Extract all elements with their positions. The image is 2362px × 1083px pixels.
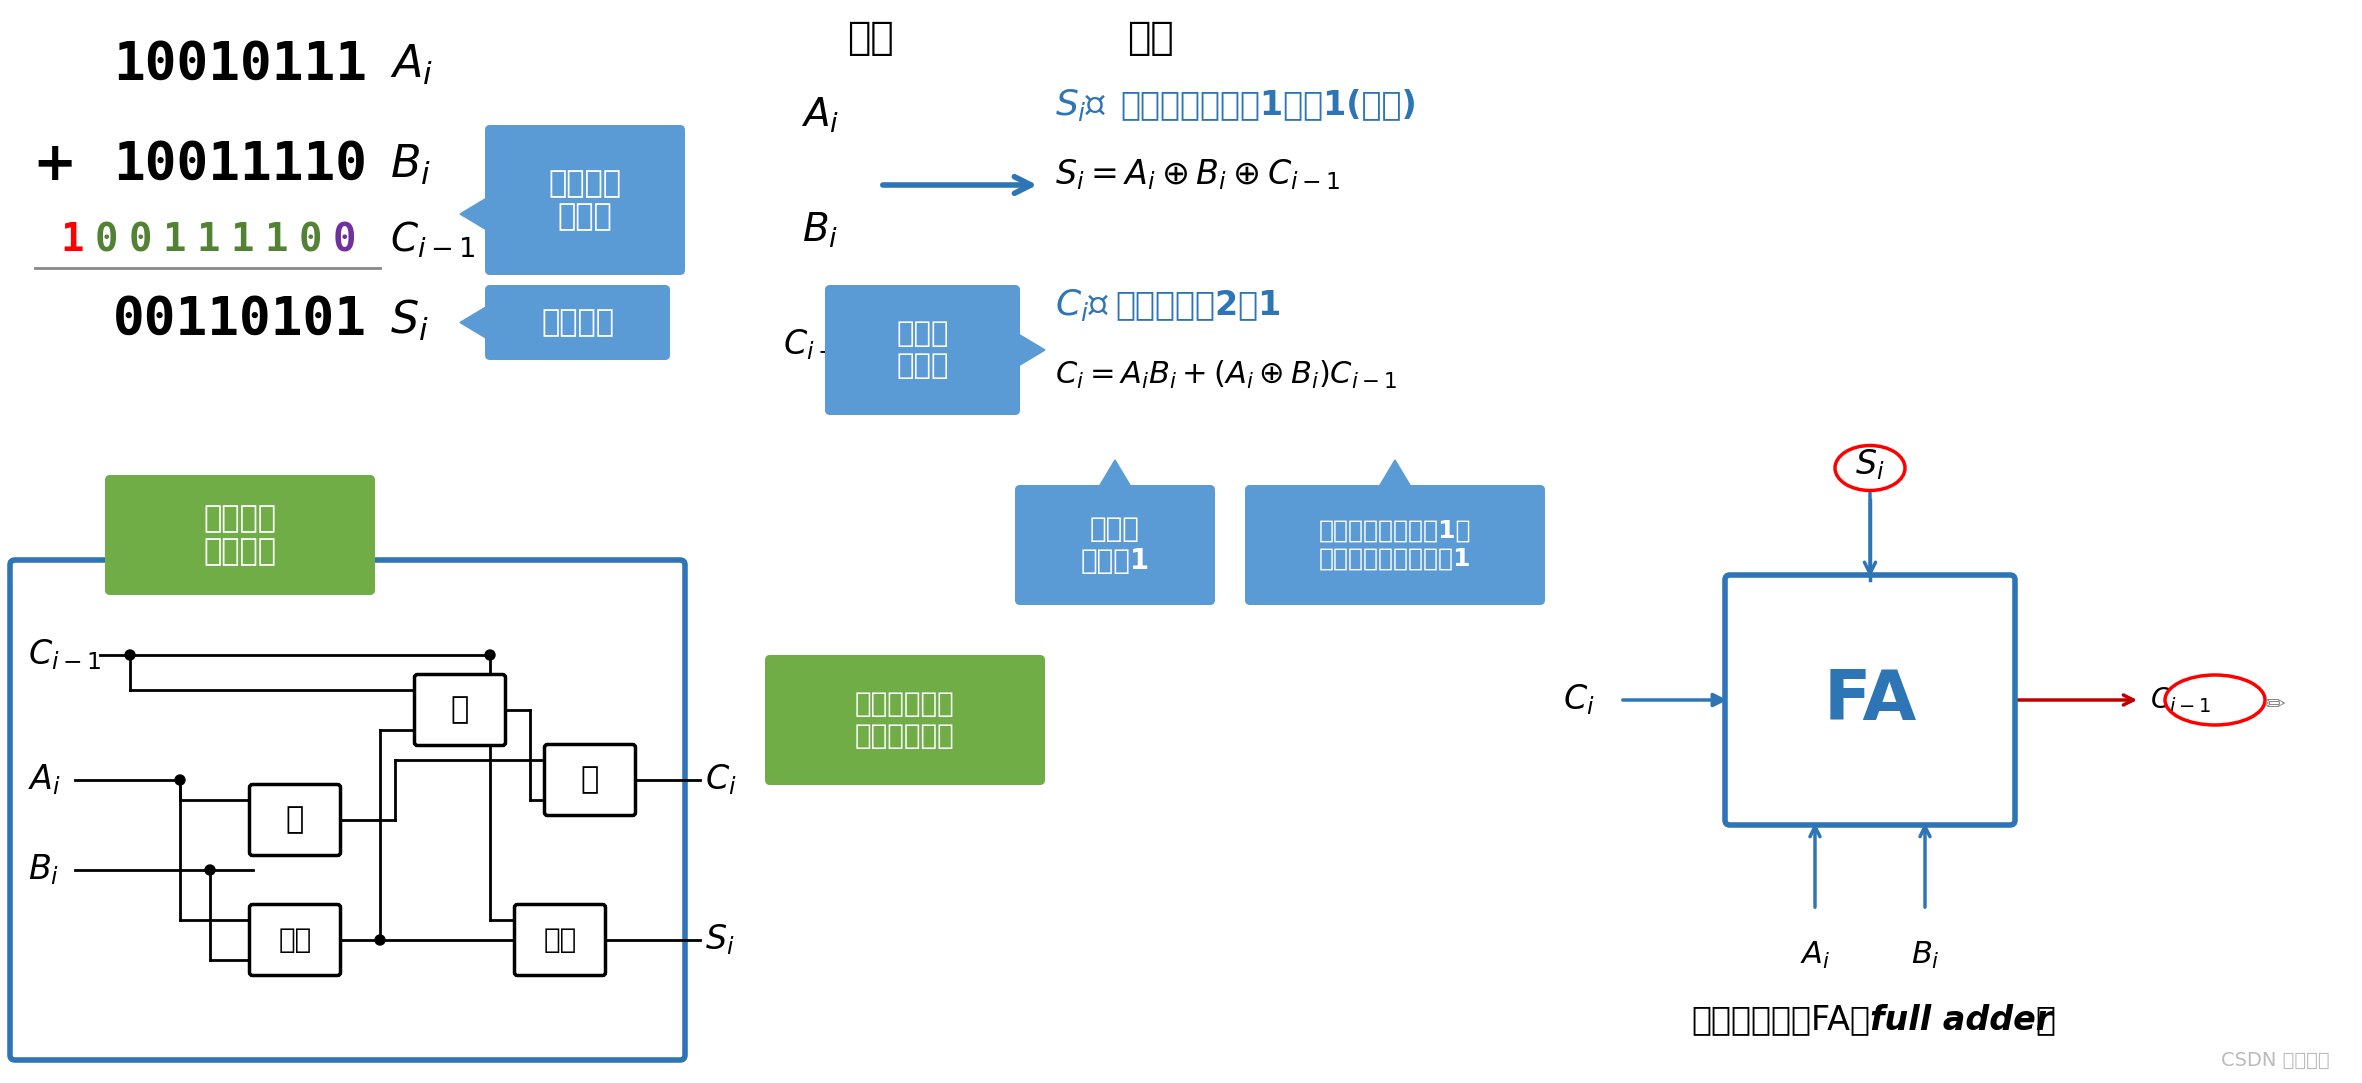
FancyBboxPatch shape xyxy=(484,125,685,275)
FancyBboxPatch shape xyxy=(546,744,635,815)
Text: 输入中至少2个1: 输入中至少2个1 xyxy=(1115,288,1280,322)
FancyBboxPatch shape xyxy=(765,655,1044,785)
FancyBboxPatch shape xyxy=(104,475,376,595)
Text: 1: 1 xyxy=(196,221,220,259)
Text: $B_i$: $B_i$ xyxy=(28,852,59,887)
Text: 向高位
的进位: 向高位 的进位 xyxy=(895,319,950,380)
Text: 0: 0 xyxy=(333,221,357,259)
Text: $C_{i-1}$: $C_{i-1}$ xyxy=(28,638,102,673)
Text: $A_i$: $A_i$ xyxy=(28,762,61,797)
Text: 1: 1 xyxy=(231,221,253,259)
Polygon shape xyxy=(461,196,489,232)
FancyBboxPatch shape xyxy=(1724,575,2015,825)
Text: 0: 0 xyxy=(298,221,321,259)
Text: +: + xyxy=(33,139,78,191)
Text: $B_i$: $B_i$ xyxy=(1911,940,1939,971)
Text: $S_i$: $S_i$ xyxy=(704,923,735,957)
Polygon shape xyxy=(461,304,489,340)
Circle shape xyxy=(125,650,135,660)
Text: 异或: 异或 xyxy=(279,926,312,954)
Polygon shape xyxy=(1377,460,1412,490)
Text: $C_i = A_iB_i + (A_i \oplus B_i)C_{i-1}$: $C_i = A_iB_i + (A_i \oplus B_i)C_{i-1}$ xyxy=(1056,358,1396,391)
Text: $C_{i-1}$: $C_{i-1}$ xyxy=(390,220,475,260)
Circle shape xyxy=(484,650,496,660)
Text: $C_i$: $C_i$ xyxy=(1564,682,1594,717)
Text: 输入中有奇数个1时为1(异或): 输入中有奇数个1时为1(异或) xyxy=(1120,89,1417,121)
FancyBboxPatch shape xyxy=(9,560,685,1060)
Polygon shape xyxy=(1096,460,1134,490)
Text: 异或: 异或 xyxy=(543,926,576,954)
Text: $S_i = A_i \oplus B_i \oplus C_{i-1}$: $S_i = A_i \oplus B_i \oplus C_{i-1}$ xyxy=(1056,158,1339,193)
Text: full adder: full adder xyxy=(1871,1004,2053,1036)
Text: 输出: 输出 xyxy=(1127,19,1174,57)
Text: $S_i$: $S_i$ xyxy=(390,298,430,342)
Text: $C_i$: $C_i$ xyxy=(704,762,737,797)
FancyBboxPatch shape xyxy=(484,285,671,360)
FancyBboxPatch shape xyxy=(824,285,1020,415)
FancyBboxPatch shape xyxy=(250,784,340,856)
Text: $C_{i-1}$: $C_{i-1}$ xyxy=(784,328,857,363)
Text: 类比：函数对
外暴露的接口: 类比：函数对 外暴露的接口 xyxy=(855,690,954,751)
Text: $C_{i-1}$: $C_{i-1}$ xyxy=(2149,686,2211,715)
Text: $S_i$：: $S_i$： xyxy=(1056,87,1108,123)
Circle shape xyxy=(205,865,215,875)
Text: $A_i$: $A_i$ xyxy=(801,95,839,134)
FancyBboxPatch shape xyxy=(250,904,340,976)
Text: 一位全加器（FA，: 一位全加器（FA， xyxy=(1691,1004,1871,1036)
Text: ✏: ✏ xyxy=(2265,693,2286,717)
Text: $B_i$: $B_i$ xyxy=(390,143,430,187)
Text: 与: 与 xyxy=(286,806,305,835)
Polygon shape xyxy=(1016,332,1044,368)
Text: $C_i$：: $C_i$： xyxy=(1056,287,1110,323)
Text: $S_i$: $S_i$ xyxy=(1854,447,1885,482)
Text: $A_i$: $A_i$ xyxy=(390,43,432,87)
Text: 0: 0 xyxy=(128,221,151,259)
Text: 本位的和: 本位的和 xyxy=(541,308,614,337)
Text: 或: 或 xyxy=(581,766,600,795)
Text: 两个本
位都为1: 两个本 位都为1 xyxy=(1079,514,1150,575)
Text: 输入: 输入 xyxy=(846,19,893,57)
Text: 来自低位
的进位: 来自低位 的进位 xyxy=(548,169,621,232)
Text: 1: 1 xyxy=(265,221,288,259)
Text: CSDN 牛头比比: CSDN 牛头比比 xyxy=(2220,1051,2329,1070)
FancyBboxPatch shape xyxy=(1016,485,1214,605)
Text: 类比：函
数的实现: 类比：函 数的实现 xyxy=(203,504,276,566)
Text: 10011110: 10011110 xyxy=(113,139,366,191)
Text: 1: 1 xyxy=(61,221,83,259)
Text: ）: ） xyxy=(2036,1004,2055,1036)
FancyBboxPatch shape xyxy=(515,904,605,976)
Text: 10010111: 10010111 xyxy=(113,39,366,91)
Circle shape xyxy=(376,935,385,945)
Text: 两个本位中有一个1，
且来自低位的进位是1: 两个本位中有一个1， 且来自低位的进位是1 xyxy=(1318,519,1472,571)
Text: 0: 0 xyxy=(94,221,118,259)
Text: $B_i$: $B_i$ xyxy=(803,210,839,250)
Text: 与: 与 xyxy=(451,695,470,725)
FancyBboxPatch shape xyxy=(1245,485,1545,605)
FancyBboxPatch shape xyxy=(413,675,505,745)
Text: 00110101: 00110101 xyxy=(113,293,366,345)
Text: 1: 1 xyxy=(163,221,187,259)
Circle shape xyxy=(175,775,184,785)
Text: FA: FA xyxy=(1823,666,1916,733)
Text: $A_i$: $A_i$ xyxy=(1800,940,1831,971)
